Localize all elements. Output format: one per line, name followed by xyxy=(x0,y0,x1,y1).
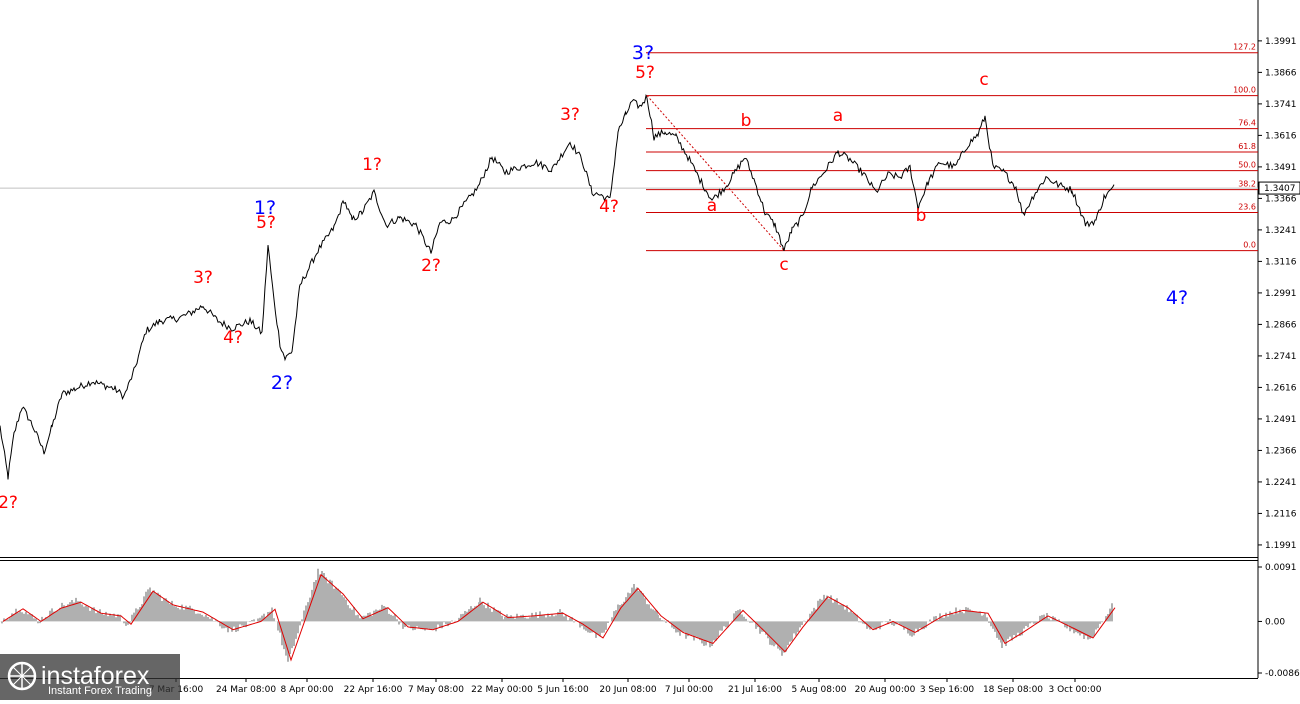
time-tick-label: 22 May 00:00 xyxy=(471,685,533,695)
wave-label: 3? xyxy=(632,42,654,64)
wave-label: b xyxy=(741,111,752,131)
time-tick-label: 24 Mar 08:00 xyxy=(216,685,276,695)
price-tick-label: 1.2116 xyxy=(1265,509,1297,519)
oscillator-pane xyxy=(0,568,1116,662)
fib-level-label: 76.4 xyxy=(1238,119,1256,128)
current-price-tag: 1.3407 xyxy=(1258,181,1300,195)
price-tick-label: 1.3116 xyxy=(1265,257,1297,267)
wave-label: b xyxy=(916,206,927,226)
price-tick-label: 1.2241 xyxy=(1265,478,1297,488)
price-tick-label: 1.3491 xyxy=(1265,163,1297,173)
time-tick-label: 7 May 08:00 xyxy=(408,685,464,695)
wave-label: 2? xyxy=(271,372,293,394)
oscillator-histogram xyxy=(0,568,1113,662)
wave-label: c xyxy=(779,255,788,275)
time-tick-label: 3 Oct 00:00 xyxy=(1049,685,1102,695)
price-tick-label: 1.3366 xyxy=(1265,194,1297,204)
wave-label: 4? xyxy=(599,197,619,217)
oscillator-tick-label: 0.00 xyxy=(1265,617,1285,627)
fibonacci-levels: 127.2 100.0 76.4 61.8 50.0 38.2 23.6 0.0 xyxy=(646,43,1258,252)
wave-label: 2? xyxy=(421,256,441,276)
price-tick-label: 1.3991 xyxy=(1265,37,1297,47)
wave-label: 1? xyxy=(254,197,276,219)
time-tick-label: 20 Aug 00:00 xyxy=(855,685,916,695)
price-tick-label: 1.2741 xyxy=(1265,352,1297,362)
instaforex-logo-icon xyxy=(7,661,37,691)
time-tick-label: 22 Apr 16:00 xyxy=(344,685,403,695)
wave-label: c xyxy=(979,70,988,90)
wave-label: 4? xyxy=(223,328,243,348)
oscillator-tick-label: 0.0091 xyxy=(1265,563,1297,573)
price-tick-label: 1.3741 xyxy=(1265,100,1297,110)
price-tick-label: 1.2866 xyxy=(1265,320,1297,330)
price-tick-label: 1.2616 xyxy=(1265,383,1297,393)
fib-level-label: 38.2 xyxy=(1238,180,1256,189)
time-tick-label: 7 Jul 00:00 xyxy=(665,685,714,695)
wave-label: 3? xyxy=(560,105,580,125)
wave-label: 5? xyxy=(635,63,655,83)
price-tick-label: 1.2366 xyxy=(1265,446,1297,456)
time-tick-label: 5 Aug 08:00 xyxy=(792,685,847,695)
time-tick-label: 20 Jun 08:00 xyxy=(599,685,656,695)
oscillator-axis-ticks: 0.0091 0.00 -0.00862 xyxy=(1258,563,1300,679)
time-tick-label: 21 Jul 16:00 xyxy=(728,685,782,695)
fib-level-label: 61.8 xyxy=(1238,142,1256,151)
price-series-line xyxy=(0,93,1115,480)
watermark-tagline: Instant Forex Trading xyxy=(48,685,152,697)
retracement-diagonal xyxy=(646,95,785,251)
current-price-label: 1.3407 xyxy=(1264,184,1296,194)
watermark-brand: instaforex xyxy=(41,662,150,690)
wave-label: 5? xyxy=(256,213,276,233)
time-tick-label: 3 Sep 16:00 xyxy=(920,685,975,695)
wave-label: 2? xyxy=(0,493,18,513)
wave-label: a xyxy=(707,196,717,216)
time-tick-label: 18 Sep 08:00 xyxy=(983,685,1043,695)
price-tick-label: 1.3866 xyxy=(1265,68,1297,78)
fib-level-label: 100.0 xyxy=(1233,86,1256,95)
wave-label: a xyxy=(833,106,843,126)
instaforex-watermark: instaforex Instant Forex Trading xyxy=(0,654,180,700)
wave-label: 3? xyxy=(193,268,213,288)
price-tick-label: 1.2491 xyxy=(1265,415,1297,425)
time-tick-label: 5 Jun 16:00 xyxy=(537,685,589,695)
price-axis-ticks: 1.3991 1.3866 1.3741 1.3616 1.3491 1.3366 1.32… xyxy=(1258,37,1297,551)
fib-level-label: 23.6 xyxy=(1238,203,1256,212)
current-price-box xyxy=(1258,181,1300,195)
price-tick-label: 1.2991 xyxy=(1265,289,1297,299)
fib-level-label: 50.0 xyxy=(1238,161,1256,170)
fib-level-label: 0.0 xyxy=(1243,241,1256,250)
price-tick-label: 1.3616 xyxy=(1265,131,1297,141)
watermark-background xyxy=(0,654,180,700)
oscillator-tick-label: -0.00862 xyxy=(1265,669,1300,679)
oscillator-signal-line xyxy=(2,573,1116,662)
price-tick-label: 1.1991 xyxy=(1265,541,1297,551)
price-tick-label: 1.3241 xyxy=(1265,226,1297,236)
wave-label: 1? xyxy=(362,155,382,175)
time-tick-label: 8 Apr 00:00 xyxy=(281,685,334,695)
fib-level-label: 127.2 xyxy=(1233,43,1256,52)
wave-label: 4? xyxy=(1166,287,1188,309)
